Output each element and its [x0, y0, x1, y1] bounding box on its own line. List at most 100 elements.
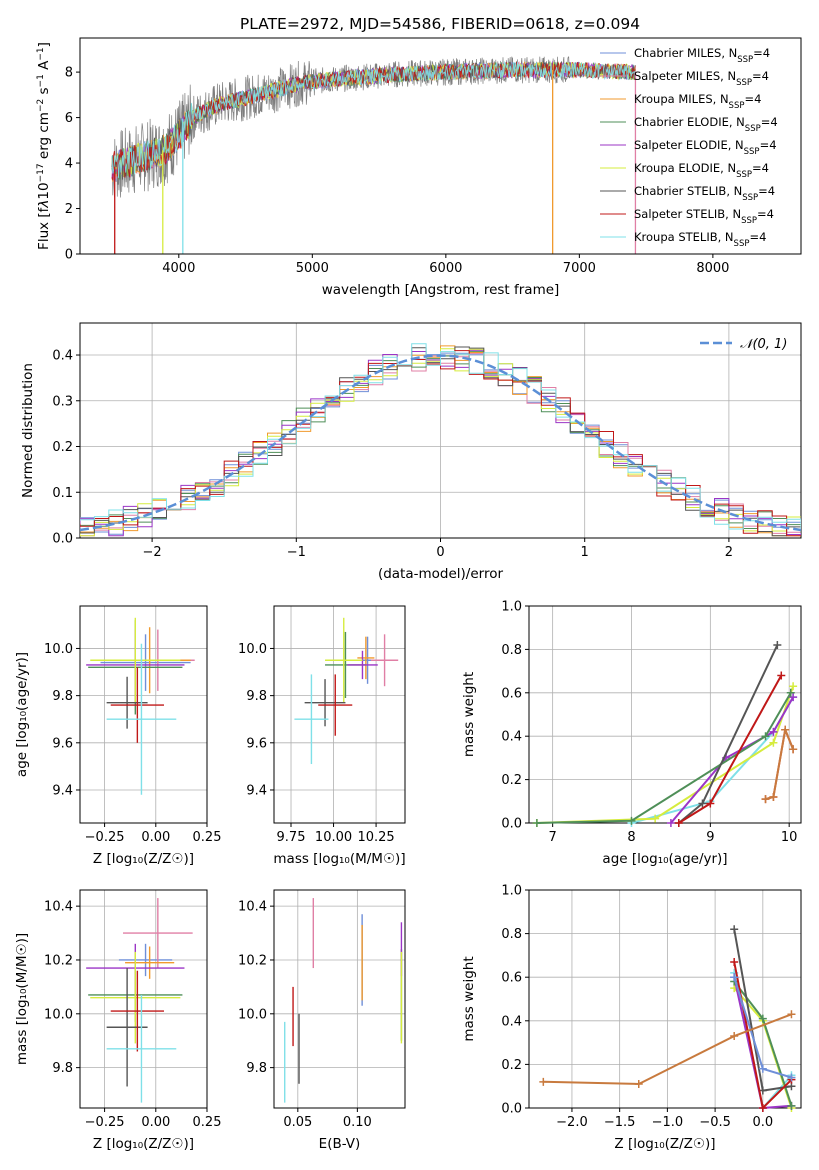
- y-tick-label: 0.2: [501, 773, 522, 788]
- histogram-area: [80, 343, 801, 537]
- weight-point-marker: [777, 671, 786, 680]
- x-tick-label: 9: [706, 830, 714, 845]
- axes-frame: [79, 889, 208, 1109]
- age-vs-mass-panel: 9.75 10.00 10.25 9.4 9.6 9.8 10.0 mass [log₁₀(M…: [238, 605, 406, 867]
- axes-frame: [273, 605, 406, 824]
- x-tick-label: 9.75: [277, 830, 306, 845]
- weight-point-marker: [787, 1101, 796, 1110]
- weight-point-marker: [789, 682, 798, 691]
- x-tick-label: −0.5: [699, 1115, 731, 1130]
- weight-point-marker: [789, 693, 798, 702]
- weight-point-marker: [758, 1014, 767, 1023]
- weight-point-marker: [769, 792, 778, 801]
- legend-suffix: =4: [758, 184, 775, 198]
- weight-point-marker: [758, 1064, 767, 1073]
- x-tick-label: 8000: [696, 261, 729, 276]
- y-tick-label: 2: [65, 202, 73, 217]
- mass-vs-ebv-panel: 0.05 0.10 9.8 10.0 10.2 10.4 E(B-V): [238, 889, 406, 1152]
- weight-point-marker: [532, 819, 541, 827]
- age-vs-metallicity-panel: −0.25 0.00 0.25 9.4 9.6 9.8 10.0 Z [log₁₀(Z/Z☉)…: [14, 605, 222, 867]
- y-tick-label: 0.8: [501, 927, 522, 942]
- x-tick-label: −1.0: [652, 1115, 684, 1130]
- y-tick-label: 10.0: [238, 1007, 267, 1022]
- y-axis-label: mass weight: [461, 956, 477, 1041]
- x-tick-label: 0.00: [141, 830, 170, 845]
- legend-label: 𝒩(0, 1): [740, 337, 787, 352]
- spectrum-plot-area: [111, 56, 637, 254]
- y-tick-label: 10.2: [44, 953, 73, 968]
- x-axis-label: Z [log₁₀(Z/Z☉)]: [614, 1136, 715, 1152]
- legend-subscript: SSP: [741, 216, 757, 226]
- x-tick-label: 0.25: [193, 830, 222, 845]
- x-tick-label: −2.0: [556, 1115, 588, 1130]
- y-axis-label: mass weight: [461, 672, 477, 757]
- legend-subscript: SSP: [729, 101, 745, 111]
- y-tick-label: 4: [65, 157, 73, 172]
- weight-series-line: [670, 696, 794, 824]
- y-tick-label: 0.4: [52, 349, 73, 364]
- y-axis-label: Flux [fλ10−17 erg cm−2 s−1 A−1]: [36, 42, 52, 250]
- x-axis-label: Z [log₁₀(Z/Z☉)]: [93, 1136, 194, 1152]
- x-tick-label: −0.25: [85, 830, 125, 845]
- weight-point-marker: [666, 819, 675, 827]
- model-spectrum-line: [111, 60, 636, 178]
- weight-series-line: [536, 692, 792, 824]
- legend-subscript: SSP: [734, 239, 750, 249]
- x-tick-label: −1.5: [604, 1115, 636, 1130]
- legend-suffix: =4: [760, 138, 777, 152]
- x-axis-label: age [log₁₀(age/yr)]: [602, 851, 727, 867]
- x-axis-label: E(B-V): [319, 1136, 361, 1152]
- weight-series-line: [543, 1013, 792, 1086]
- legend-label: Salpeter MILES, NSSP=4: [634, 69, 769, 88]
- model-spectrum-line: [111, 61, 636, 181]
- legend-label: Kroupa STELIB, NSSP=4: [634, 230, 766, 249]
- weight-point-marker: [761, 732, 770, 741]
- normal-distribution-curve: [80, 354, 801, 532]
- x-tick-label: 0: [436, 545, 444, 560]
- weight-point-marker: [539, 1077, 548, 1086]
- legend-suffix: =4: [749, 230, 766, 244]
- legend-suffix: =4: [757, 207, 774, 221]
- y-tick-label: 0.3: [52, 394, 73, 409]
- y-tick-label: 9.6: [246, 736, 267, 751]
- weight-series-line: [765, 726, 795, 801]
- y-tick-label: 6: [65, 111, 73, 126]
- x-tick-label: 0.05: [283, 1115, 312, 1130]
- weight-point-marker: [789, 745, 798, 754]
- weight-point-marker: [627, 816, 636, 825]
- x-axis-label: mass [log₁₀(M/M☉)]: [273, 851, 405, 867]
- axes-frame: [79, 605, 208, 824]
- y-tick-label: 9.8: [246, 689, 267, 704]
- legend-subscript: SSP: [744, 147, 760, 157]
- weight-point-marker: [706, 799, 715, 808]
- x-tick-label: 0.0: [752, 1115, 773, 1130]
- y-tick-label: 10.4: [44, 900, 73, 915]
- x-tick-label: 10.25: [357, 830, 394, 845]
- axes-frame: [273, 889, 406, 1109]
- weight-series-line: [536, 685, 795, 824]
- x-tick-label: 10: [781, 830, 798, 845]
- spectrum-panel: 4000 5000 6000 7000 8000 0 2 4 6 8 wavelength [Ang…: [36, 37, 802, 298]
- x-tick-label: 0.10: [343, 1115, 372, 1130]
- weight-point-marker: [761, 795, 770, 804]
- x-tick-label: 10.00: [315, 830, 352, 845]
- weight-point-marker: [769, 727, 778, 736]
- weight-point-marker: [730, 1032, 739, 1041]
- y-tick-label: 0.0: [501, 817, 522, 832]
- x-tick-label: −2: [143, 545, 162, 560]
- legend-label: Chabrier ELODIE, NSSP=4: [634, 115, 778, 134]
- y-tick-label: 0.0: [501, 1102, 522, 1117]
- legend-suffix: =4: [752, 69, 769, 83]
- y-tick-label: 10.4: [238, 900, 267, 915]
- y-axis-label: Normed distribution: [20, 363, 36, 498]
- legend-label: Chabrier STELIB, NSSP=4: [634, 184, 775, 203]
- y-tick-label: 0.2: [501, 1058, 522, 1073]
- x-tick-label: 4000: [162, 261, 195, 276]
- axes-frame: [79, 322, 802, 539]
- y-tick-label: 0.6: [501, 686, 522, 701]
- y-tick-label: 0: [65, 248, 73, 263]
- y-tick-label: 9.6: [52, 736, 73, 751]
- x-tick-label: 0.25: [193, 1115, 222, 1130]
- x-tick-label: 0.00: [141, 1115, 170, 1130]
